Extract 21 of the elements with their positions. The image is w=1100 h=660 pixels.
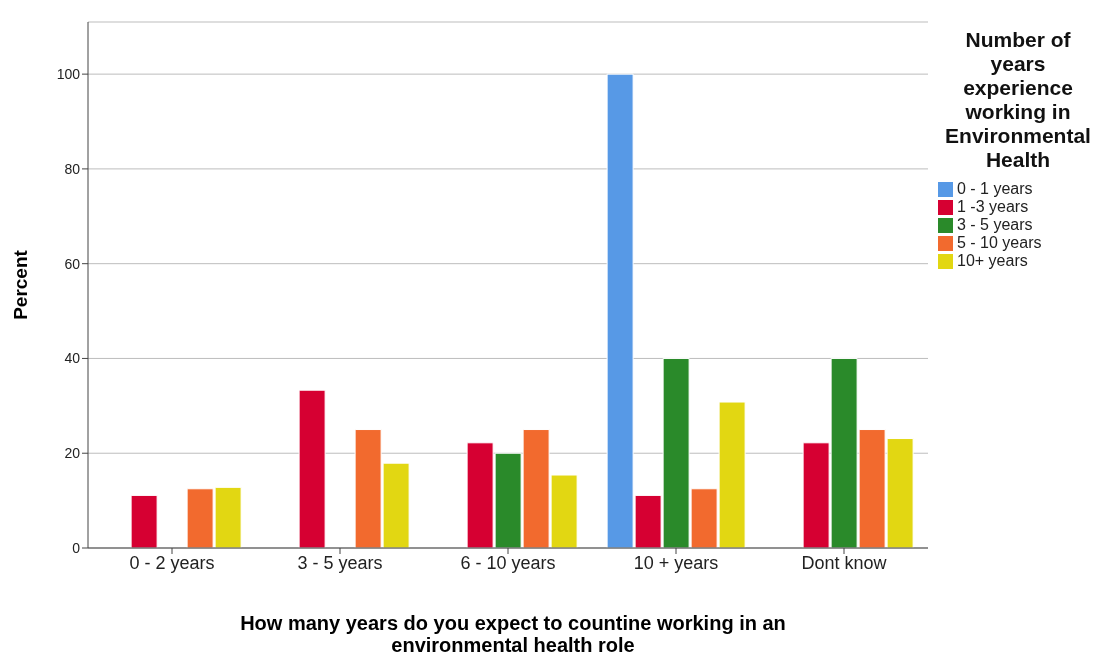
y-tick-label: 100 [56,66,81,83]
x-tick-label: 6 - 10 years [460,552,556,573]
legend-label: 10+ years [957,252,1028,269]
y-tick-label: 40 [64,350,81,367]
y-tick-label: 60 [64,255,81,272]
x-tick-label: Dont know [801,552,888,573]
x-tick-label: 10 + years [633,552,719,573]
legend-label: 3 - 5 years [957,216,1033,233]
legend-label: 5 - 10 years [957,234,1042,251]
bar [130,494,158,548]
x-axis-title: How many years do you expect to countine working in an environmental health role [239,612,787,656]
y-tick-label: 20 [64,445,81,462]
x-tick-label: 3 - 5 years [297,552,383,573]
bar [298,389,326,548]
legend-title: Number of years experience working in Environmental Health [944,28,1092,172]
legend-label: 1 -3 years [957,198,1029,215]
x-tick-label: 0 - 2 years [129,552,215,573]
y-tick-label: 80 [64,160,81,177]
legend-label: 0 - 1 years [957,180,1033,197]
y-tick-label: 0 [72,539,81,556]
y-axis-title: Percent [9,249,31,320]
